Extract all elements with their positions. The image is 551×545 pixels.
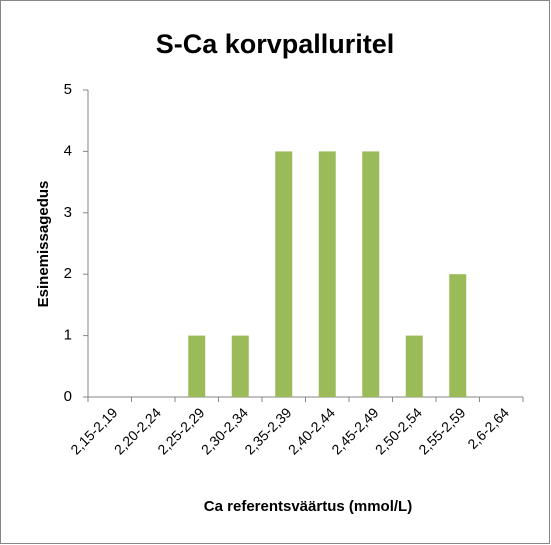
bar: [188, 335, 206, 397]
bar: [231, 335, 249, 397]
chart-title: S-Ca korvpalluritel: [156, 29, 395, 59]
bar: [362, 151, 380, 397]
y-tick-label: 5: [64, 81, 72, 98]
x-axis-label: Ca referentsväärtus (mmol/L): [204, 498, 412, 515]
y-tick-label: 4: [64, 142, 72, 159]
y-tick-label: 0: [64, 388, 72, 405]
bar: [275, 151, 293, 397]
y-tick-label: 3: [64, 204, 72, 221]
y-tick-label: 2: [64, 265, 72, 282]
bar: [405, 335, 423, 397]
y-tick-label: 1: [64, 327, 72, 344]
bar: [449, 274, 467, 397]
y-axis-label: Esinemissagedus: [35, 181, 52, 308]
bar: [318, 151, 336, 397]
